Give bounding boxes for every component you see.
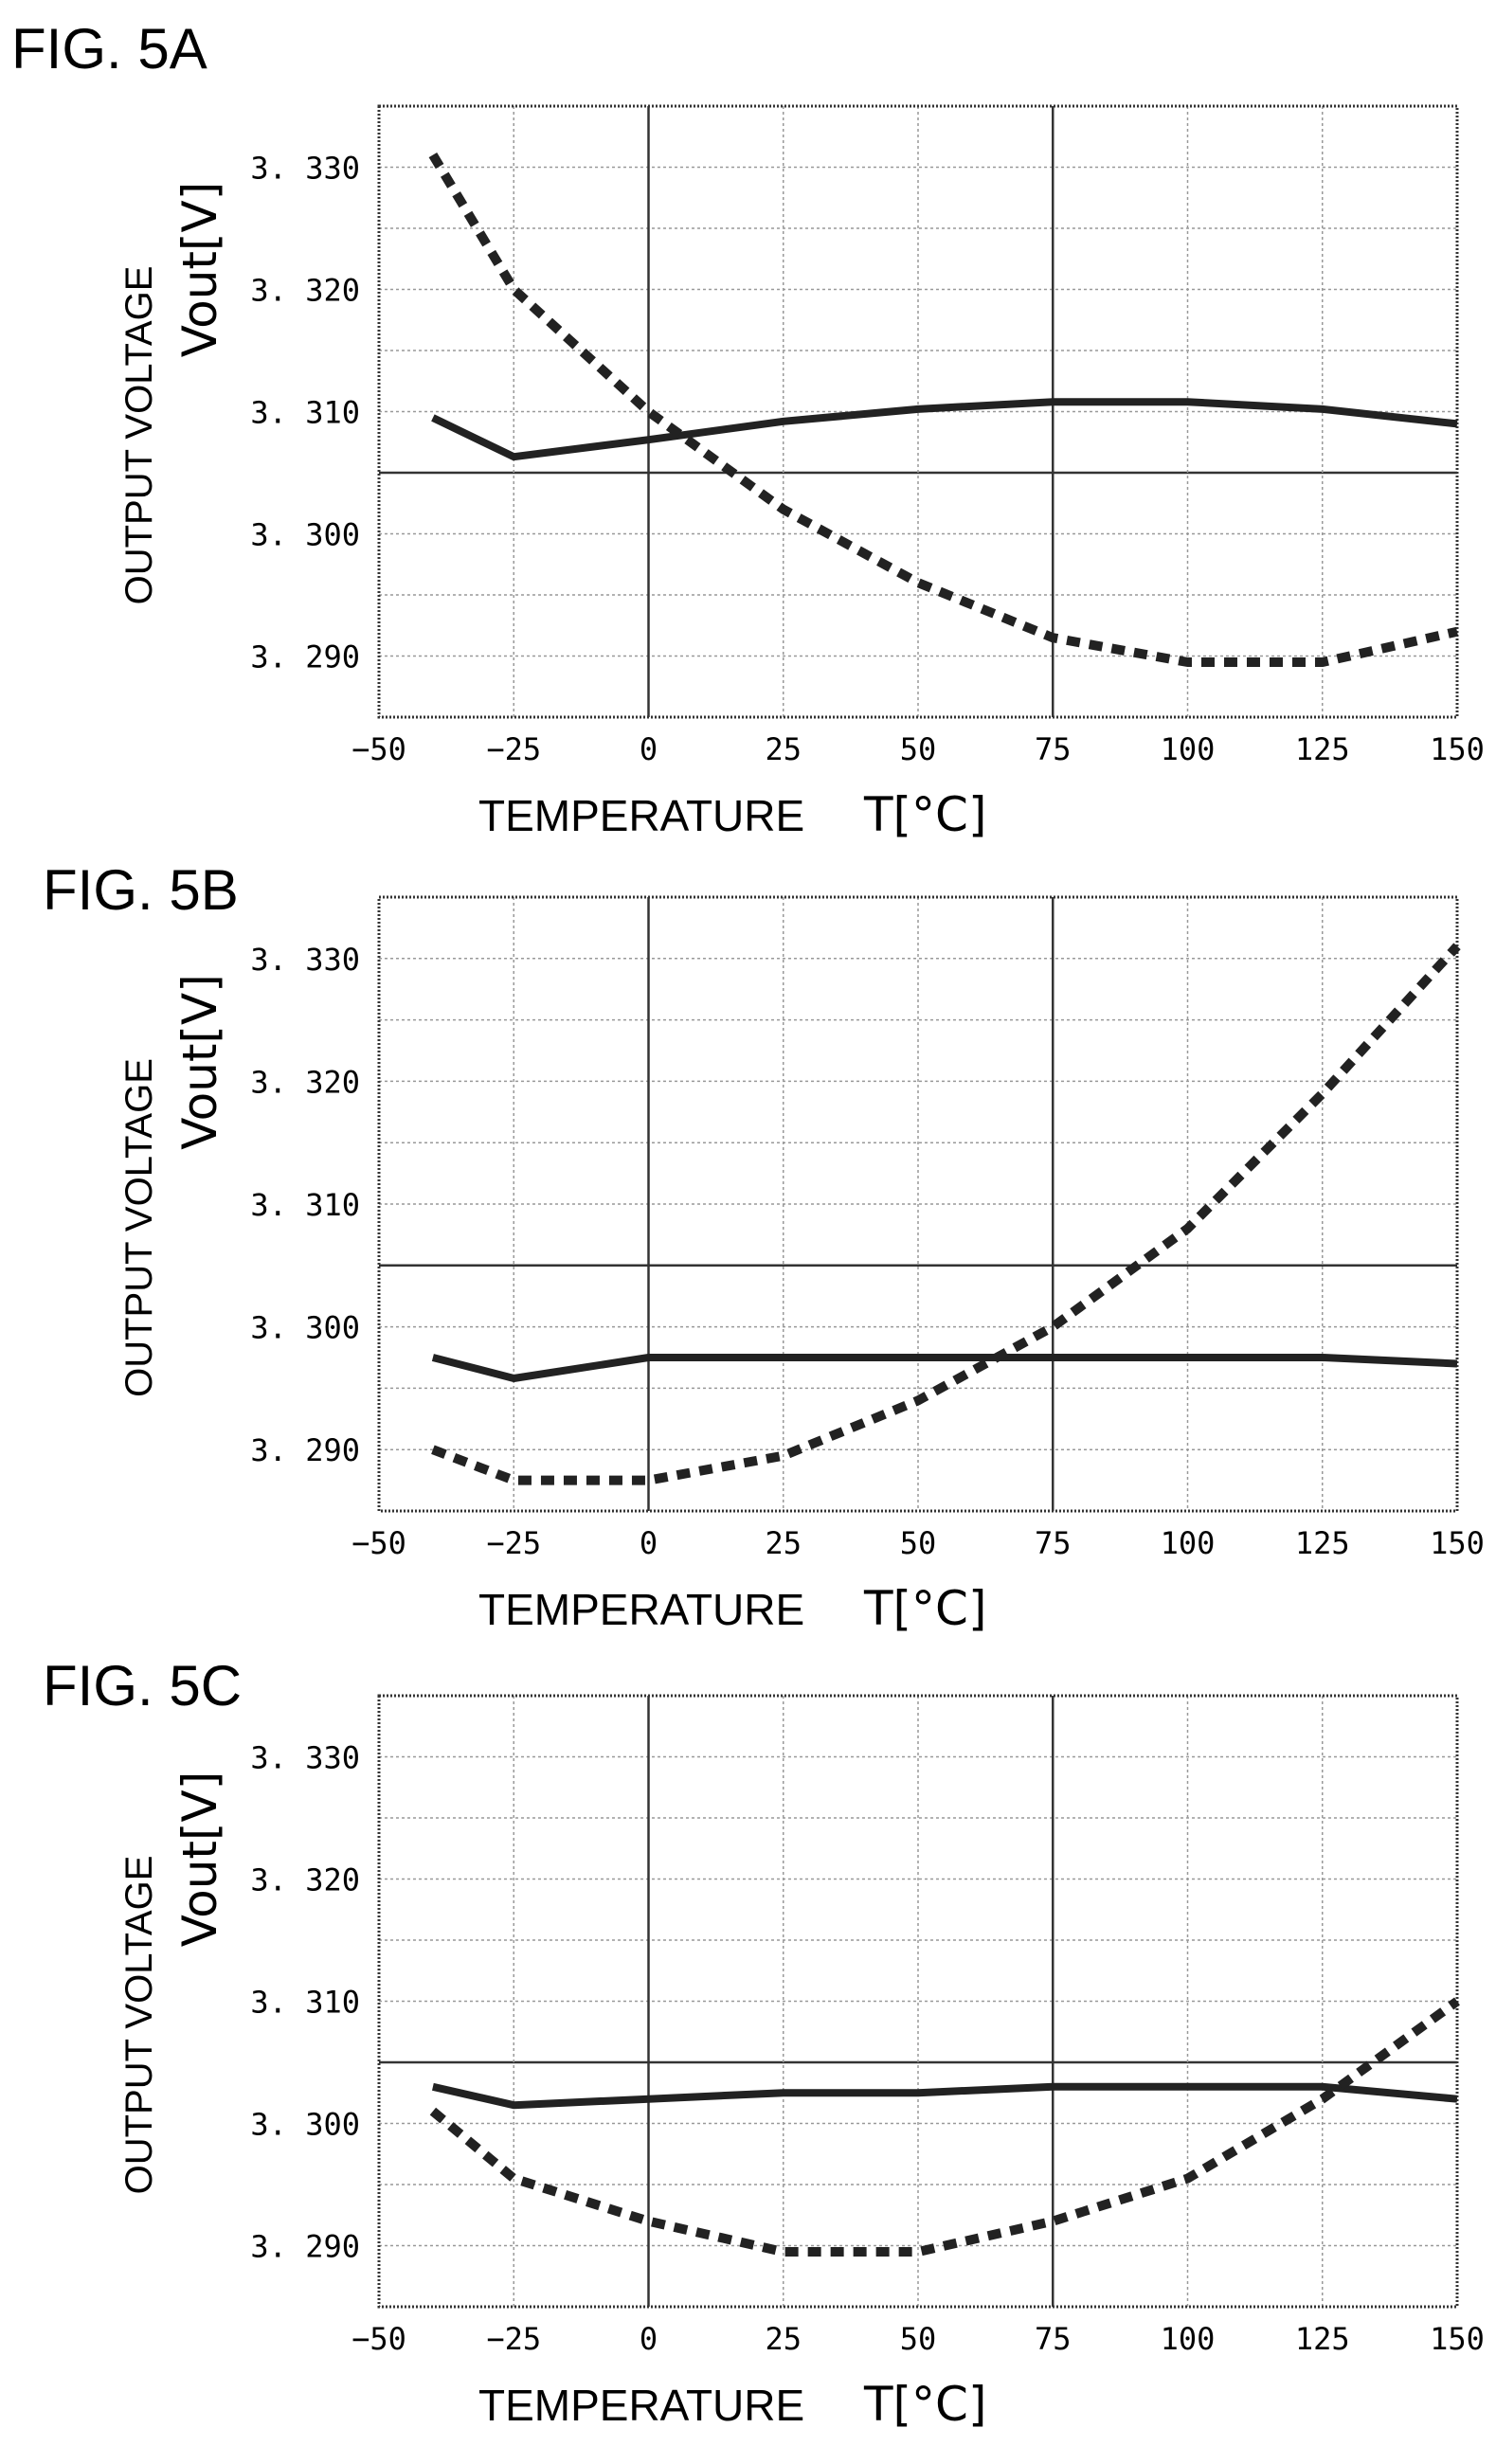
y-tick-label: 3. 300 [250,1310,360,1346]
y-tick-label: 3. 290 [250,2229,360,2265]
chart-panel-1: FIG. 5A 3. 330 3. 320 3. 310 3. 300 3. 290 −50… [11,17,1485,842]
y-axis-symbol: Vout[V] [172,182,227,357]
plot-frame [377,104,1459,719]
series-solid-line [431,398,1458,461]
x-tick-label: 0 [640,2321,658,2357]
y-tick-label: 3. 330 [250,1740,360,1776]
y-axis-symbol: Vout[V] [172,974,227,1149]
x-tick-label: 100 [1161,1525,1216,1561]
chart-panel-3: FIG. 5C3. 330 3. 320 3. 310 3. 300 3. 290 −50… [43,1654,1485,2432]
y-tick-label: 3. 320 [250,1064,360,1100]
y-tick-label: 3. 320 [250,1862,360,1898]
x-tick-label: 0 [640,1525,658,1561]
y-tick-label: 3. 330 [250,151,360,187]
figure-label: FIG. 5C [43,1654,242,1718]
x-tick-label: 150 [1430,1525,1485,1561]
chart-panel-2: FIG. 5B 3. 330 3. 320 3. 310 3. 300 3. 290 −50… [43,858,1485,1636]
figure-label: FIG. 5B [43,858,239,922]
series-dashed-line [429,1997,1460,2257]
figure-label: FIG. 5A [11,17,207,81]
y-tick-label: 3. 290 [250,1432,360,1468]
plot-frame [377,895,1459,1513]
series-solid-line [432,2082,1458,2110]
x-tick-label: −50 [351,731,406,767]
x-tick-label: 75 [1035,731,1072,767]
y-tick-label: 3. 330 [250,942,360,978]
y-tick-label: 3. 310 [250,395,360,431]
y-axis-symbol: Vout[V] [172,1772,227,1947]
x-axis-symbol: T[°C] [863,2377,986,2432]
x-axis-label: TEMPERATURE [478,1585,804,1634]
x-tick-label: −50 [351,2321,406,2357]
x-tick-label: 0 [640,731,658,767]
x-tick-label: −25 [486,731,541,767]
y-tick-label: 3. 320 [250,273,360,309]
y-axis-label: OUTPUT VOLTAGE [118,266,160,605]
x-axis-label: TEMPERATURE [478,791,804,840]
y-tick-label: 3. 310 [250,1187,360,1223]
y-tick-label: 3. 290 [250,639,360,675]
y-tick-label: 3. 310 [250,1985,360,2021]
y-tick-label: 3. 300 [250,2107,360,2143]
x-axis-symbol: T[°C] [863,1581,986,1636]
x-tick-label: 100 [1161,2321,1216,2357]
x-tick-label: 50 [900,2321,937,2357]
y-axis-label: OUTPUT VOLTAGE [118,1856,160,2195]
x-tick-label: 125 [1295,1525,1350,1561]
x-tick-label: −25 [486,1525,541,1561]
x-tick-label: 125 [1295,731,1350,767]
x-tick-label: 125 [1295,2321,1350,2357]
x-tick-label: 75 [1035,1525,1072,1561]
series-dashed-line [428,153,1459,667]
x-tick-label: 50 [900,1525,937,1561]
x-tick-label: −50 [351,1525,406,1561]
y-axis-label: OUTPUT VOLTAGE [118,1058,160,1397]
x-tick-label: 100 [1161,731,1216,767]
x-tick-label: 25 [765,731,802,767]
x-tick-label: 75 [1035,2321,1072,2357]
x-tick-label: −25 [486,2321,541,2357]
x-axis-label: TEMPERATURE [478,2381,804,2430]
series-dashed-line [431,943,1461,1485]
x-axis-symbol: T[°C] [863,787,986,842]
x-tick-label: 50 [900,731,937,767]
series-solid-line [431,1354,1458,1382]
y-tick-label: 3. 300 [250,517,360,553]
x-tick-label: 150 [1430,731,1485,767]
x-tick-label: 25 [765,1525,802,1561]
x-tick-label: 25 [765,2321,802,2357]
x-tick-label: 150 [1430,2321,1485,2357]
